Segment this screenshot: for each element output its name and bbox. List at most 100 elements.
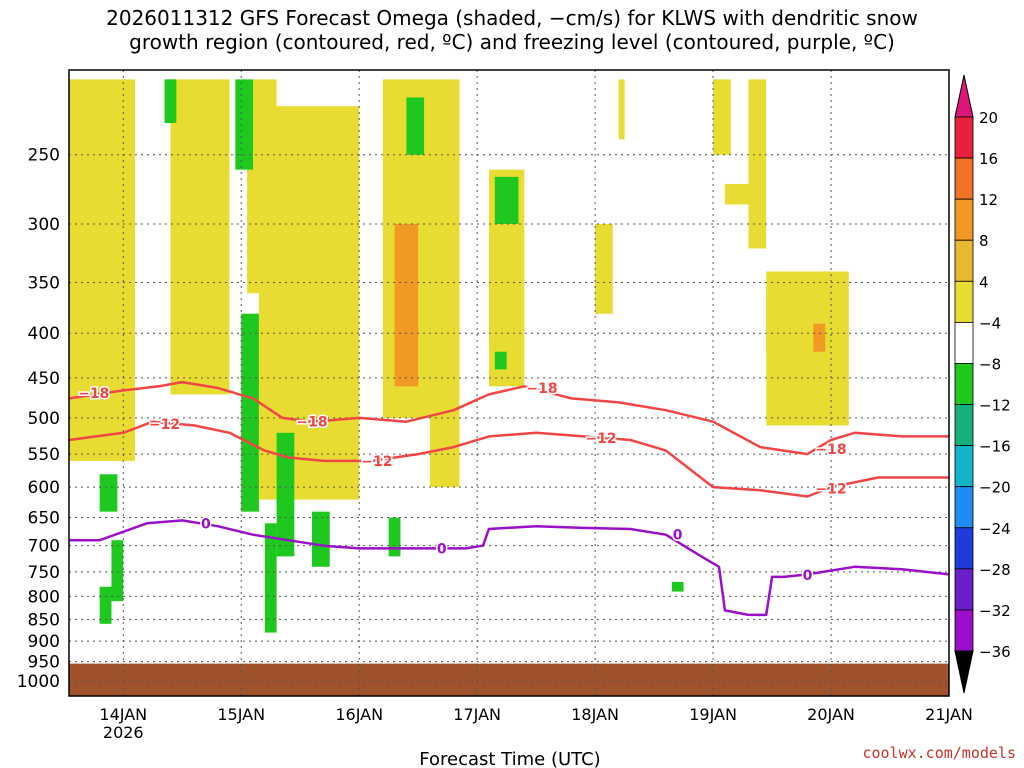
colorbar-segment — [954, 527, 974, 570]
y-tick-label: 350 — [28, 273, 60, 293]
plot-frame — [68, 69, 950, 697]
colorbar-label: 4 — [979, 273, 989, 291]
colorbar-label: −16 — [979, 438, 1011, 456]
y-tick-label: 400 — [28, 324, 60, 344]
x-axis: 14JAN 15JAN 16JAN 17JAN 18JAN 19JAN 20JAN 21JAN… — [99, 705, 972, 742]
colorbar-top-arrow — [954, 74, 974, 118]
colorbar-segment — [954, 486, 974, 529]
omega-region — [713, 79, 731, 155]
contour-label: 0 — [437, 541, 447, 557]
omega-region — [813, 323, 826, 352]
omega-region — [164, 79, 177, 124]
title-line-1: 2026011312 GFS Forecast Omega (shaded, −… — [106, 6, 918, 30]
omega-region — [748, 79, 767, 249]
colorbar-label: 8 — [979, 232, 989, 250]
omega-region — [235, 79, 254, 170]
colorbar-bottom-arrow — [954, 650, 974, 694]
y-tick-label: 450 — [28, 369, 60, 389]
omega-region — [724, 183, 749, 205]
colorbar-label: −12 — [979, 397, 1011, 415]
y-tick-label: 250 — [28, 146, 60, 166]
x-tick-label: 15JAN — [217, 705, 265, 724]
colorbar-label: −20 — [979, 479, 1011, 497]
contour-label: −12 — [361, 454, 392, 470]
omega-region — [111, 540, 124, 602]
omega-region — [618, 79, 625, 140]
contour-label: −12 — [149, 417, 180, 433]
omega-region — [264, 523, 277, 633]
omega-region — [276, 432, 295, 557]
credit-link[interactable]: coolwx.com/models — [862, 744, 1016, 762]
omega-region — [494, 351, 507, 370]
omega-region — [429, 79, 460, 488]
y-tick-label: 800 — [28, 587, 60, 607]
colorbar-label: −4 — [979, 314, 1001, 332]
y-tick-label: 650 — [28, 509, 60, 529]
colorbar-label: −32 — [979, 602, 1011, 620]
colorbar-label: 16 — [979, 150, 998, 168]
chart-title: 2026011312 GFS Forecast Omega (shaded, −… — [0, 6, 1024, 54]
contour-label: 0 — [201, 516, 211, 532]
x-tick-label: 19JAN — [689, 705, 737, 724]
omega-region — [69, 79, 136, 461]
x-tick-label: 21JAN — [925, 705, 973, 724]
colorbar-segment — [954, 239, 974, 282]
y-tick-label: 750 — [28, 563, 60, 583]
colorbar-segment — [954, 280, 974, 323]
y-tick-label: 850 — [28, 610, 60, 630]
contour-lines — [69, 380, 949, 617]
colorbar-label: −36 — [979, 643, 1011, 661]
contour-label: −18 — [526, 381, 557, 397]
omega-region — [394, 223, 419, 387]
omega-region — [170, 79, 230, 395]
colorbar-label: 20 — [979, 109, 998, 127]
contour-label: −18 — [78, 386, 109, 402]
omega-region — [671, 581, 684, 592]
contour-line — [69, 380, 949, 456]
omega-region — [406, 97, 425, 155]
colorbar: 20 16 12 8 4 −4 −8 −12 −16 −20 −24 −28 −32 −36 — [954, 74, 1011, 694]
contour-label: 0 — [803, 568, 813, 584]
y-tick-label: 600 — [28, 478, 60, 498]
omega-region — [595, 223, 613, 314]
colorbar-segment — [954, 568, 974, 611]
colorbar-segment — [954, 198, 974, 241]
omega-region — [241, 313, 259, 512]
contour-labels: −18 −18 −18 −18 −12 −12 −12 −12 0 0 0 0 — [77, 379, 848, 585]
omega-region — [388, 517, 401, 557]
y-tick-label: 900 — [28, 632, 60, 652]
colorbar-segment — [954, 321, 974, 364]
y-axis: 250 300 350 400 450 500 550 600 650 700 750 800 8509… — [17, 146, 60, 692]
omega-shading — [69, 79, 849, 633]
colorbar-label: −24 — [979, 520, 1011, 538]
omega-region — [99, 586, 112, 624]
colorbar-label: −28 — [979, 561, 1011, 579]
x-tick-year: 2026 — [103, 723, 144, 742]
x-tick-label: 14JAN — [99, 705, 147, 724]
x-tick-label: 16JAN — [335, 705, 383, 724]
contour-label: 0 — [673, 528, 683, 544]
ground-fill — [69, 663, 949, 696]
contour-label: −12 — [815, 481, 846, 497]
x-tick-label: 20JAN — [807, 705, 855, 724]
colorbar-segment — [954, 363, 974, 405]
colorbar-segment — [954, 609, 974, 652]
y-tick-label: 1000 — [17, 672, 60, 692]
x-tick-label: 18JAN — [571, 705, 619, 724]
omega-region — [99, 474, 118, 512]
contour-line — [69, 519, 949, 617]
omega-region — [766, 271, 849, 426]
contour-label: −18 — [815, 442, 846, 458]
x-tick-label: 17JAN — [453, 705, 501, 724]
colorbar-label: 12 — [979, 191, 998, 209]
y-tick-label: 550 — [28, 445, 60, 465]
colorbar-label: −8 — [979, 355, 1001, 373]
x-axis-label: Forecast Time (UTC) — [419, 749, 600, 768]
colorbar-segment — [954, 116, 974, 159]
colorbar-segment — [954, 157, 974, 200]
y-tick-label: 500 — [28, 409, 60, 429]
omega-region — [494, 176, 519, 224]
y-tick-label: 300 — [28, 215, 60, 235]
omega-region — [258, 106, 360, 500]
y-tick-label: 700 — [28, 537, 60, 557]
